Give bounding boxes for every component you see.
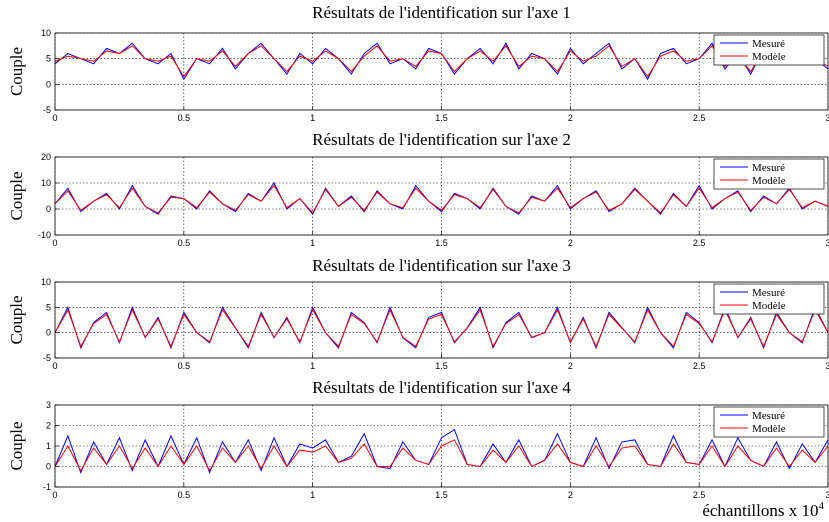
y-tick-label: -1 bbox=[43, 482, 51, 492]
x-tick-label: 2.5 bbox=[693, 238, 706, 248]
x-tick-label: 2 bbox=[568, 361, 573, 371]
y-tick-label: 5 bbox=[46, 302, 51, 312]
y-tick-label: 0 bbox=[46, 462, 51, 472]
y-tick-label: 5 bbox=[46, 54, 51, 64]
y-tick-label: 10 bbox=[41, 178, 51, 188]
y-tick-label: 2 bbox=[46, 421, 51, 431]
legend-box bbox=[713, 34, 825, 66]
y-tick-label: 0 bbox=[46, 79, 51, 89]
legend-label: Mesuré bbox=[752, 162, 785, 174]
y-tick-label: 10 bbox=[41, 28, 51, 38]
x-tick-label: 2 bbox=[568, 238, 573, 248]
legend-label: Modèle bbox=[752, 423, 786, 435]
x-tick-label: 0.5 bbox=[178, 238, 191, 248]
x-tick-label: 0 bbox=[52, 361, 57, 371]
x-tick-label: 1 bbox=[310, 113, 315, 123]
x-tick-label: 0 bbox=[52, 238, 57, 248]
plot-frame bbox=[54, 281, 829, 359]
y-tick-label: 3 bbox=[46, 400, 51, 410]
x-axis-label: échantillons x 104 bbox=[702, 500, 824, 520]
x-tick-label: 1.5 bbox=[435, 361, 448, 371]
x-tick-label: 1 bbox=[310, 238, 315, 248]
data-line bbox=[54, 44, 829, 78]
y-tick-label: 10 bbox=[41, 277, 51, 287]
legend-box bbox=[713, 158, 825, 190]
x-tick-label: 2 bbox=[568, 490, 573, 500]
chart-title: Résultats de l'identification sur l'axe … bbox=[312, 256, 571, 275]
legend-label: Modèle bbox=[752, 175, 786, 187]
x-tick-label: 1.5 bbox=[435, 490, 448, 500]
x-tick-label: 1.5 bbox=[435, 113, 448, 123]
data-line bbox=[54, 305, 829, 350]
data-line bbox=[54, 308, 829, 348]
legend-label: Modèle bbox=[752, 300, 786, 312]
x-tick-label: 0.5 bbox=[178, 361, 191, 371]
x-axis-label-text: échantillons x 10 bbox=[702, 501, 818, 520]
legend-box bbox=[713, 283, 825, 315]
x-tick-label: 1 bbox=[310, 490, 315, 500]
legend-box bbox=[713, 406, 825, 438]
chart-title: Résultats de l'identification sur l'axe … bbox=[312, 130, 571, 149]
x-tick-label: 1 bbox=[310, 361, 315, 371]
x-tick-label: 2.5 bbox=[693, 113, 706, 123]
x-tick-label: 2.5 bbox=[693, 490, 706, 500]
legend-label: Modèle bbox=[752, 51, 786, 63]
x-tick-label: 1.5 bbox=[435, 238, 448, 248]
chart-title: Résultats de l'identification sur l'axe … bbox=[312, 3, 571, 22]
legend-label: Mesuré bbox=[752, 410, 785, 422]
y-tick-label: -10 bbox=[38, 230, 51, 240]
data-line bbox=[54, 184, 829, 214]
y-axis-label: Couple bbox=[7, 47, 26, 96]
x-tick-label: 2.5 bbox=[693, 361, 706, 371]
x-tick-label: 0 bbox=[52, 490, 57, 500]
data-line bbox=[54, 439, 829, 472]
y-axis-label: Couple bbox=[7, 171, 26, 220]
x-tick-label: 3 bbox=[825, 361, 829, 371]
x-tick-label: 0 bbox=[52, 113, 57, 123]
y-tick-label: 0 bbox=[46, 328, 51, 338]
x-tick-label: 2 bbox=[568, 113, 573, 123]
plot-frame bbox=[54, 156, 829, 236]
x-tick-label: 3 bbox=[825, 490, 829, 500]
plot-frame bbox=[54, 404, 829, 488]
x-axis-label-exponent: 4 bbox=[819, 500, 825, 512]
x-tick-label: 3 bbox=[825, 238, 829, 248]
y-tick-label: -5 bbox=[43, 353, 51, 363]
chart-title: Résultats de l'identification sur l'axe … bbox=[312, 378, 571, 397]
legend-label: Mesuré bbox=[752, 287, 785, 299]
x-tick-label: 3 bbox=[825, 113, 829, 123]
y-axis-label: Couple bbox=[7, 421, 26, 470]
y-tick-label: -5 bbox=[43, 105, 51, 115]
y-tick-label: 0 bbox=[46, 204, 51, 214]
x-tick-label: 0.5 bbox=[178, 113, 191, 123]
y-axis-label: Couple bbox=[7, 295, 26, 344]
legend-label: Mesuré bbox=[752, 38, 785, 50]
y-tick-label: 1 bbox=[46, 441, 51, 451]
plot-frame bbox=[54, 32, 829, 111]
x-tick-label: 0.5 bbox=[178, 490, 191, 500]
y-tick-label: 20 bbox=[41, 152, 51, 162]
